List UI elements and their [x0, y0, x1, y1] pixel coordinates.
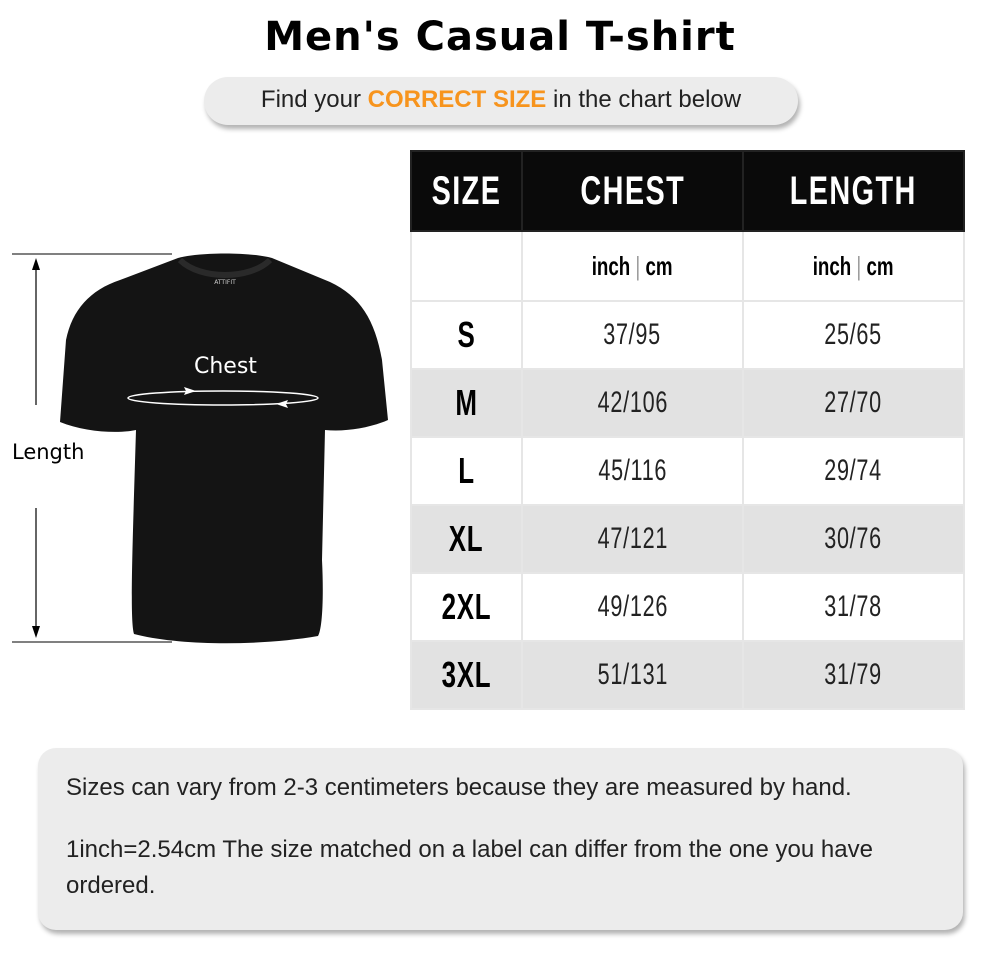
- subtitle-prefix: Find your: [260, 86, 368, 113]
- cell-chest: 51/131: [521, 640, 744, 710]
- table-row: M 42/106 27/70: [410, 368, 965, 438]
- length-units: inch | cm: [742, 230, 965, 302]
- cell-chest: 47/121: [521, 504, 744, 574]
- cell-length: 27/70: [742, 368, 965, 438]
- cell-length: 31/78: [742, 572, 965, 642]
- cell-length: 25/65: [742, 300, 965, 370]
- brand-logo: ATTIFIT: [214, 279, 236, 286]
- header-length: LENGTH: [742, 150, 965, 232]
- page-title: Men's Casual T-shirt: [264, 14, 736, 60]
- table-row: 3XL 51/131 31/79: [410, 640, 965, 710]
- cell-chest: 42/106: [521, 368, 744, 438]
- subtitle-highlight: CORRECT SIZE: [367, 86, 547, 113]
- cell-size: L: [410, 436, 523, 506]
- tshirt-measurement-figure: ATTIFIT: [12, 253, 388, 644]
- table-row: L 45/116 29/74: [410, 436, 965, 506]
- chest-label: Chest: [194, 354, 257, 379]
- cell-size: 2XL: [410, 572, 523, 642]
- arrow-right-icon: [184, 387, 196, 395]
- header-chest: CHEST: [521, 150, 744, 232]
- notes-box: Sizes can vary from 2-3 centimeters beca…: [38, 748, 963, 930]
- cell-chest: 45/116: [521, 436, 744, 506]
- chest-measure-loop: [127, 390, 319, 406]
- units-row: inch | cm inch | cm: [410, 230, 965, 302]
- note-1: Sizes can vary from 2-3 centimeters beca…: [66, 774, 852, 801]
- cell-length: 30/76: [742, 504, 965, 574]
- cell-size: XL: [410, 504, 523, 574]
- table-row: XL 47/121 30/76: [410, 504, 965, 574]
- table-row: S 37/95 25/65: [410, 300, 965, 370]
- cell-size: 3XL: [410, 640, 523, 710]
- cell-length: 29/74: [742, 436, 965, 506]
- cell-length: 31/79: [742, 640, 965, 710]
- cell-chest: 37/95: [521, 300, 744, 370]
- cell-size: S: [410, 300, 523, 370]
- header-size: SIZE: [410, 150, 523, 232]
- cell-size: M: [410, 368, 523, 438]
- cell-chest: 49/126: [521, 572, 744, 642]
- subtitle-suffix: in the chart below: [546, 86, 742, 113]
- note-2: 1inch=2.54cm The size matched on a label…: [66, 836, 873, 899]
- arrow-left-icon: [276, 400, 288, 408]
- table-header-row: SIZE CHEST LENGTH: [410, 150, 965, 232]
- tshirt-icon: [60, 253, 388, 644]
- arrow-up-icon: [32, 258, 40, 270]
- table-row: 2XL 49/126 31/78: [410, 572, 965, 642]
- subtitle-banner: Find your CORRECT SIZE in the chart belo…: [204, 77, 798, 125]
- chest-units: inch | cm: [521, 230, 744, 302]
- length-label: Length: [12, 440, 85, 464]
- arrow-down-icon: [32, 626, 40, 638]
